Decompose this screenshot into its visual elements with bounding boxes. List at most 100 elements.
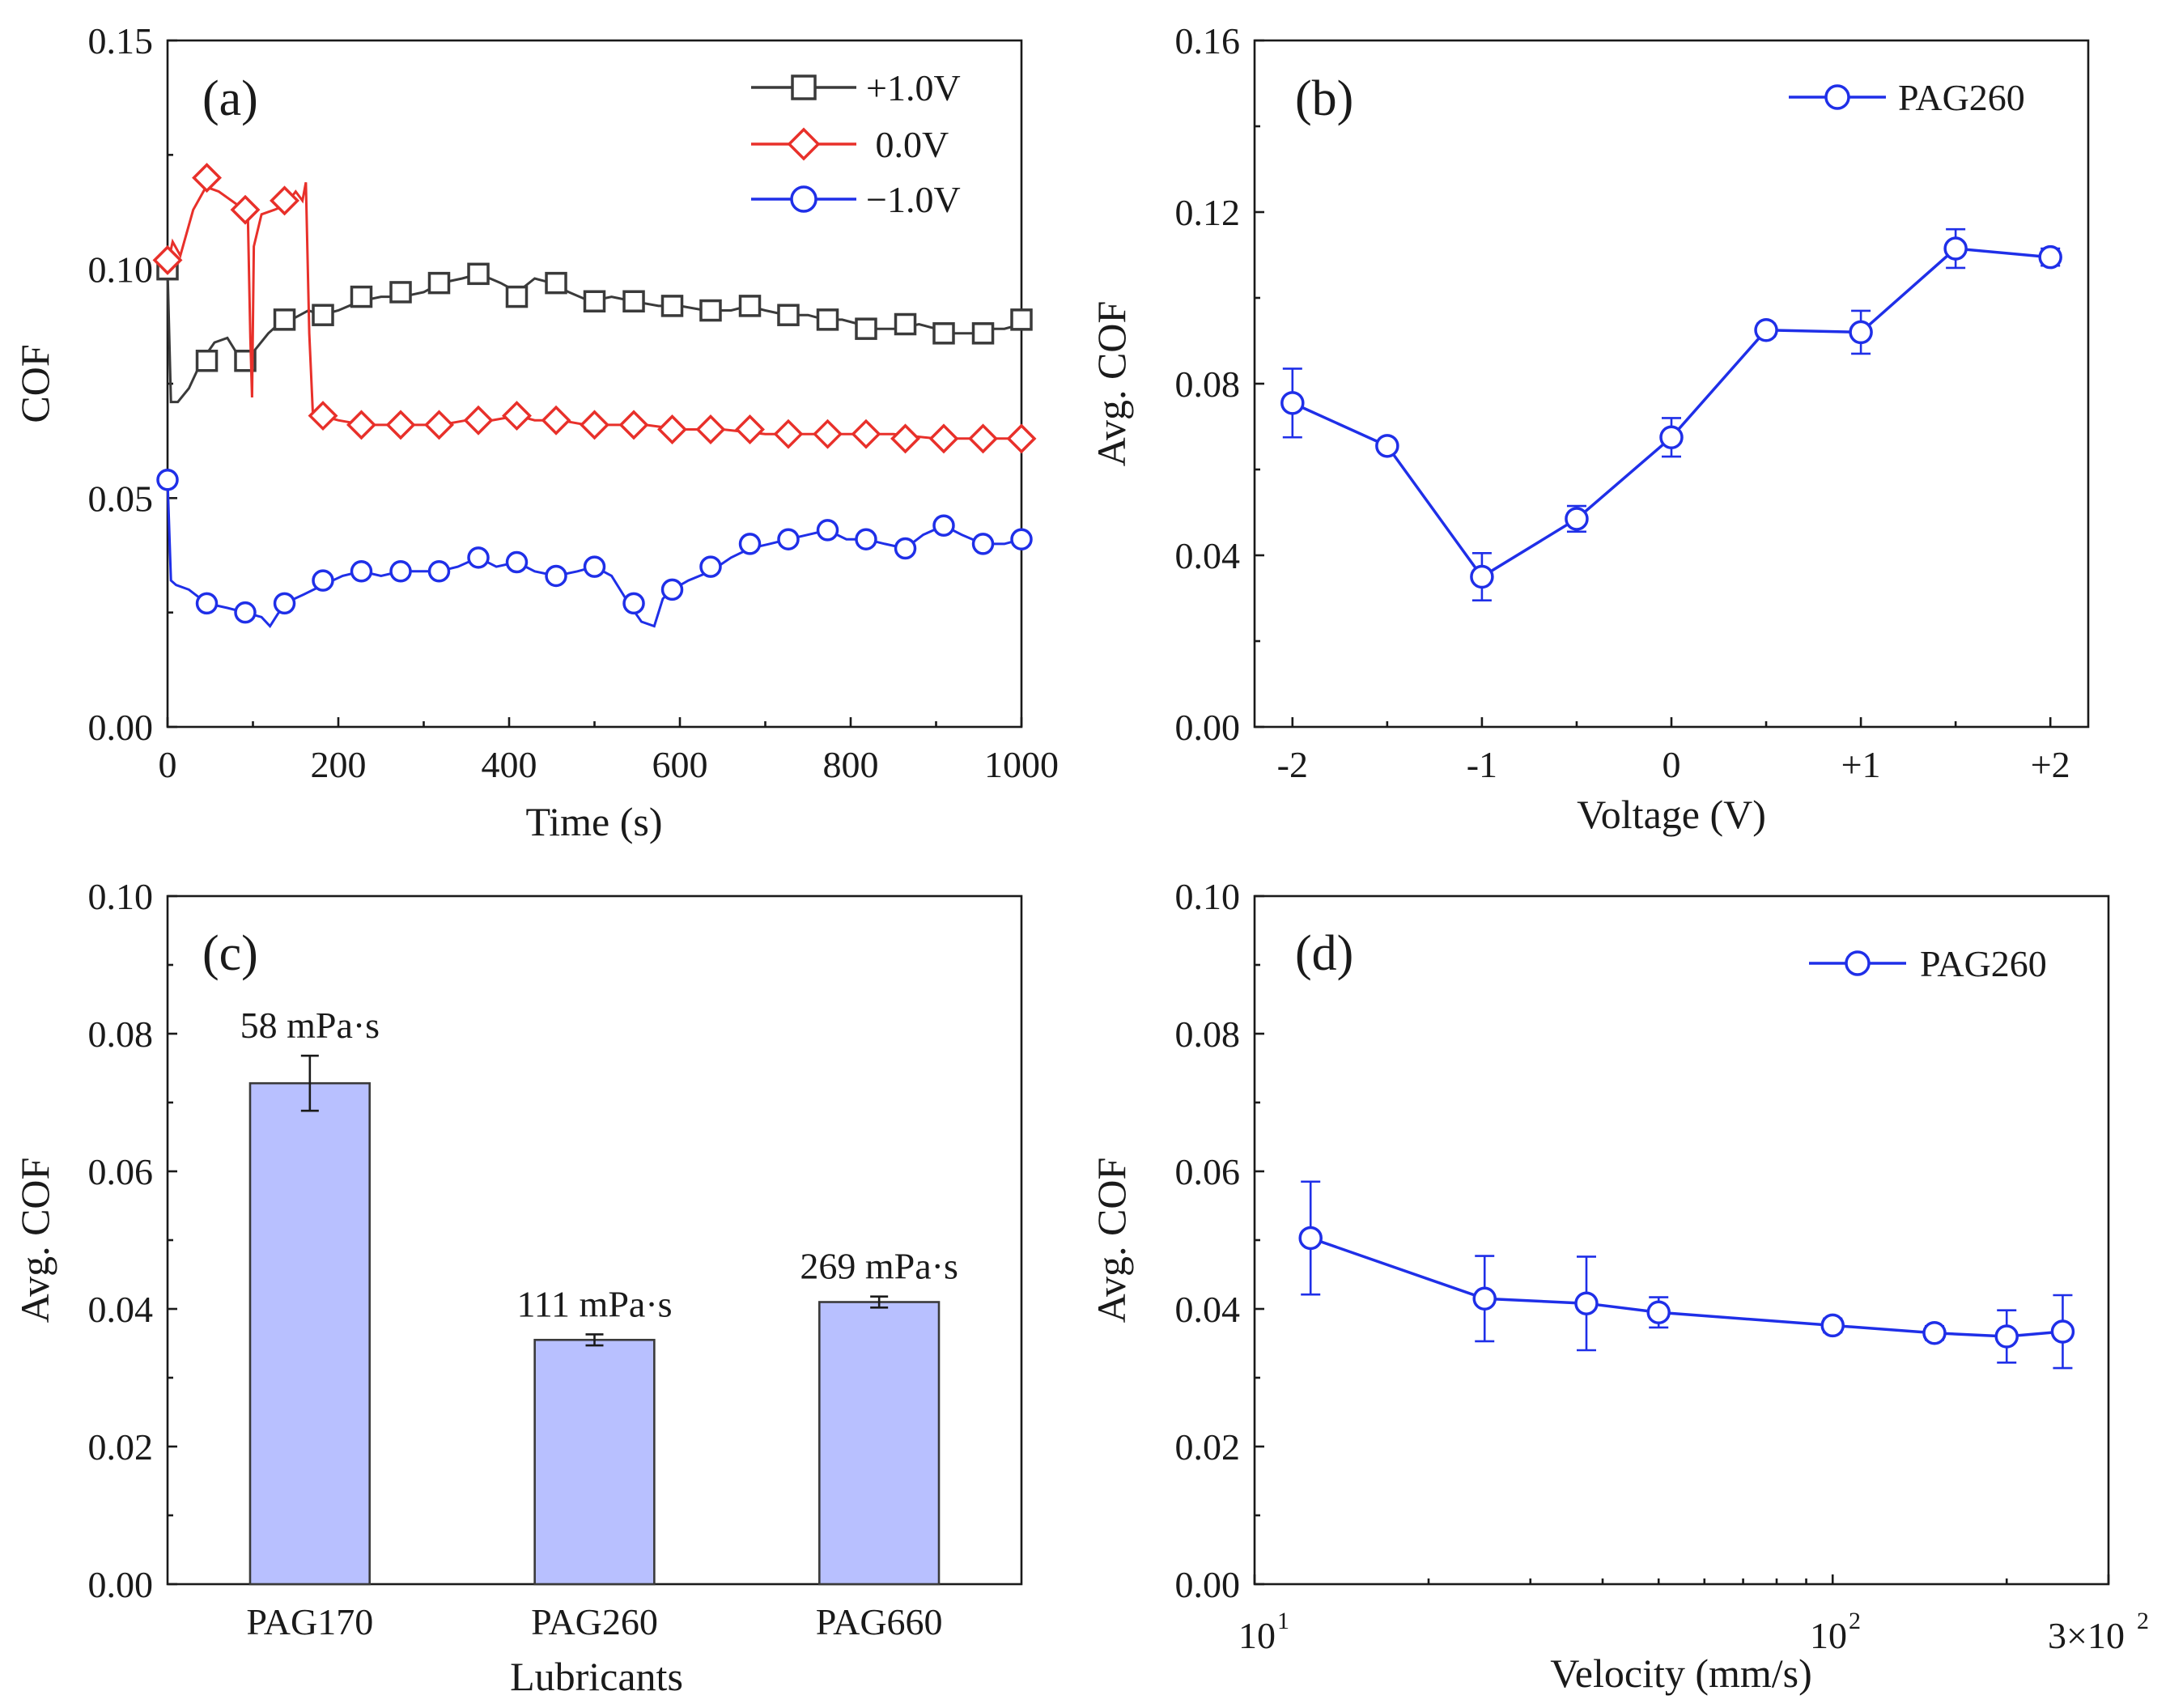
- a-series-0-point-1: [195, 349, 219, 372]
- b-ytick-label-4: 0.16: [1175, 20, 1241, 62]
- a-series-2-point-2: [234, 601, 257, 624]
- panel-c-label: (c): [202, 926, 258, 981]
- c-bar-annotation-2: 269 mPa·s: [800, 1246, 958, 1287]
- legend-marker-0v: [787, 127, 821, 161]
- panel-b-label: (b): [1295, 71, 1353, 126]
- a-series-2-point-16: [777, 528, 800, 550]
- a-series-2-point-7: [427, 560, 451, 583]
- panel-b: 0.00 0.04 0.08 0.12 0.16 -2 -1 0 +1 +2 (b) Voltag…: [1089, 20, 2090, 837]
- panel-c-xlabel: Lubricants: [510, 1654, 683, 1699]
- a-series-0-point-14: [699, 299, 722, 322]
- d-point-6: [1994, 1324, 2019, 1349]
- c-ytick-label-2: 0.04: [88, 1289, 154, 1330]
- a-series-2-point-9: [505, 550, 529, 574]
- panel-d-frame: [1253, 894, 2110, 1586]
- c-bar-1: [533, 1338, 656, 1586]
- a-series-0-point-18: [855, 317, 877, 340]
- c-ytick-label-0: 0.00: [88, 1564, 154, 1605]
- b-point-4: [1659, 425, 1684, 449]
- a-series-1-point-22: [1006, 423, 1037, 454]
- panel-d-ylabel: Avg. COF: [1089, 1158, 1134, 1323]
- panel-b-legend: PAG260: [1789, 77, 2025, 118]
- c-bar-annotation-1: 111 mPa·s: [516, 1283, 672, 1324]
- a-series-0-point-10: [545, 271, 567, 295]
- a-series-0-point-16: [777, 304, 800, 326]
- b-ytick-label-0: 0.00: [1175, 707, 1241, 748]
- a-series-1-point-5: [346, 410, 376, 440]
- a-series-1-point-2: [230, 194, 261, 225]
- a-series-1-point-21: [968, 423, 998, 454]
- panel-a-legend: +1.0V 0.0V −1.0V: [751, 67, 961, 220]
- a-series-0-point-8: [467, 262, 490, 286]
- panel-a-ylabel: COF: [12, 344, 57, 423]
- c-bar-0: [248, 1081, 371, 1586]
- a-series-1-point-14: [695, 414, 726, 445]
- b-point-5: [1754, 318, 1778, 342]
- d-ytick-label-1: 0.02: [1175, 1426, 1241, 1468]
- a-series-0-point-21: [971, 322, 995, 345]
- a-xtick-label-4: 800: [823, 744, 879, 785]
- a-series-0-point-3: [273, 308, 296, 331]
- a-series-1-point-18: [851, 419, 881, 449]
- a-xtick-label-3: 600: [652, 744, 708, 785]
- a-series-2-point-21: [971, 533, 995, 555]
- a-series-0-point-13: [660, 295, 684, 317]
- a-series-2-point-20: [932, 514, 955, 537]
- a-series-0-point-22: [1010, 308, 1033, 331]
- b-point-0: [1280, 391, 1305, 415]
- a-series-1-point-0: [152, 244, 183, 275]
- a-series-1-point-4: [308, 401, 338, 431]
- d-xtick-300-base: 3×10: [2048, 1615, 2125, 1656]
- a-series-1-point-7: [424, 410, 454, 440]
- a-series-0-point-7: [427, 271, 451, 295]
- panel-d-label: (d): [1295, 926, 1353, 981]
- a-series-1-point-20: [928, 423, 959, 454]
- a-series-2-point-13: [660, 578, 684, 601]
- a-xtick-label-1: 200: [311, 744, 367, 785]
- b-ytick-label-1: 0.04: [1175, 535, 1241, 576]
- d-point-4: [1820, 1313, 1845, 1338]
- a-ytick-label-1: 0.05: [88, 478, 154, 519]
- panel-b-ylabel: Avg. COF: [1089, 301, 1134, 467]
- panel-c-ylabel: Avg. COF: [12, 1158, 57, 1323]
- d-ytick-label-2: 0.04: [1175, 1289, 1241, 1330]
- a-series-2-point-4: [312, 569, 334, 592]
- a-series-1-point-13: [657, 414, 687, 445]
- a-series-2-point-6: [389, 560, 412, 583]
- b-xtick-label-1: -1: [1467, 744, 1497, 785]
- b-point-3: [1565, 507, 1589, 531]
- a-series-1-point-17: [813, 419, 843, 449]
- a-series-2-point-11: [583, 555, 606, 578]
- a-series-1-point-12: [618, 410, 649, 440]
- c-ytick-label-5: 0.10: [88, 876, 154, 917]
- b-point-1: [1375, 434, 1399, 458]
- panel-a-label: (a): [202, 71, 258, 126]
- panel-b-xlabel: Voltage (V): [1577, 792, 1766, 837]
- a-series-2-point-15: [738, 533, 762, 555]
- b-ytick-label-3: 0.12: [1175, 192, 1241, 233]
- panel-b-frame: [1253, 39, 2090, 729]
- legend-text-d: PAG260: [1920, 943, 2047, 984]
- a-series-2-point-19: [894, 537, 917, 560]
- a-series-0-point-17: [816, 308, 839, 331]
- a-series-1-point-1: [192, 163, 223, 193]
- legend-text-plus1v: +1.0V: [866, 67, 961, 108]
- b-point-8: [2038, 244, 2062, 270]
- a-series-2-point-3: [273, 592, 296, 615]
- a-series-0-point-5: [350, 285, 373, 308]
- c-xtick-label-0: PAG170: [246, 1601, 373, 1642]
- a-series-line-0: [166, 269, 1022, 404]
- a-series-2-point-1: [195, 592, 219, 615]
- legend-marker-d: [1845, 950, 1871, 976]
- d-xtick-300-exp: 2: [2137, 1608, 2149, 1634]
- panel-a-xlabel: Time (s): [525, 799, 662, 844]
- b-xtick-label-0: -2: [1277, 744, 1308, 785]
- d-ytick-label-0: 0.00: [1175, 1564, 1241, 1605]
- a-series-0-point-12: [622, 290, 645, 312]
- a-series-1-point-19: [890, 423, 920, 454]
- a-series-1-point-10: [541, 405, 571, 435]
- d-ytick-label-5: 0.10: [1175, 876, 1241, 917]
- a-series-0-point-9: [505, 285, 529, 308]
- b-point-6: [1849, 320, 1873, 345]
